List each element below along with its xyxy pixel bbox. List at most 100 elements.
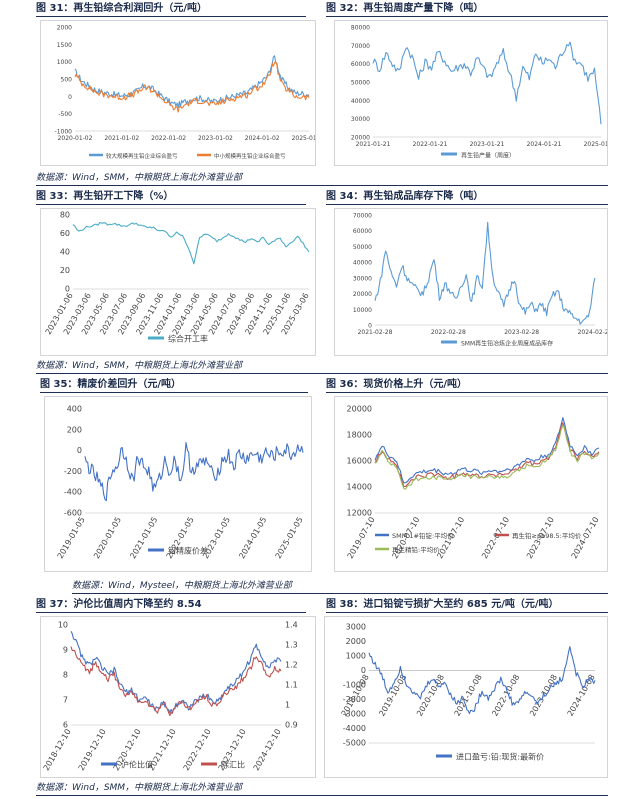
- chart-caption: 图 33：再生铅开工下降（%）: [36, 190, 306, 205]
- y-tick-label: -500: [58, 111, 72, 118]
- y-tick-label: 7: [63, 696, 68, 705]
- source-note: 数据源：Wind，SMM，中粮期货上海北外滩营业部: [36, 782, 608, 796]
- chart-35: 400 200 0 -200 -400 -600 2019-01-05 2020-01-05 2…: [44, 396, 312, 572]
- legend-label: 进口盈亏:铅:现货:最新价: [456, 752, 544, 762]
- y-tick-label: 10000: [353, 307, 372, 314]
- y-tick-label: 3000: [346, 623, 366, 632]
- y-tick-label: 20000: [351, 135, 370, 142]
- y-tick-label: 20: [60, 266, 70, 275]
- y-tick-label: 1000: [57, 59, 72, 66]
- y-tick-label: 60000: [351, 61, 370, 68]
- x-tick-label: 2021-01-21: [356, 141, 391, 148]
- x-tick-label: 2021-01-05: [128, 516, 159, 561]
- legend-label: SMM再生铅冶炼企业周度成品库存: [461, 340, 553, 348]
- series-line: [74, 61, 310, 113]
- x-tick-label: 2023-01-02: [198, 135, 233, 142]
- y2-tick-label: 1.4: [285, 621, 298, 630]
- y-tick-label: -5000: [343, 739, 366, 748]
- chart-caption: 图 35：精废价差回升（元/吨）: [40, 378, 308, 393]
- x-tick-label: 2022-07-10: [480, 516, 511, 561]
- series-line: [374, 221, 596, 325]
- y2-tick-label: 0.9: [285, 721, 298, 730]
- y-tick-label: 20000: [353, 291, 372, 298]
- chart-36: 20000 18000 16000 14000 12000 2019-07-10 2020-…: [334, 396, 608, 572]
- chart-caption: 图 36：现货价格上升（元/吨）: [326, 378, 608, 393]
- y-tick-label: -400: [64, 488, 82, 497]
- x-tick-label: 2019-07-10: [346, 516, 377, 561]
- x-tick-label: 2019-12-10: [77, 728, 108, 773]
- series-line: [368, 646, 596, 715]
- legend-label: 铅精废价差: [168, 546, 208, 556]
- y2-tick-label: 1.1: [285, 681, 298, 690]
- y-tick-label: 500: [61, 77, 73, 84]
- source-note: 数据源：Wind，SMM，中粮期货上海北外滩营业部: [36, 360, 608, 374]
- y2-tick-label: 1: [285, 701, 290, 710]
- x-tick-label: 2023-02-28: [504, 329, 539, 336]
- y-tick-label: 18000: [347, 431, 372, 440]
- chart-37-svg: 10 9 8 7 6 1.4 1.3 1.2 1.1 1 0.9 2018-12-10 2019-12-…: [42, 621, 298, 773]
- x-tick-label: 2019-01-05: [56, 516, 87, 561]
- chart-33: 80 60 40 20 0 2023-01-06 2023-03-06 2023-05-06 2…: [40, 208, 316, 356]
- y-tick-label: 80000: [351, 25, 370, 32]
- x-tick-label: 2024-01-21: [527, 141, 562, 148]
- y-tick-label: 14000: [347, 483, 372, 492]
- y-tick-label: 50000: [353, 244, 372, 251]
- legend-label: SMM 1#铅锭:平均价: [392, 531, 454, 540]
- legend-label: 再生精铅:平均价: [392, 545, 440, 554]
- y-tick-label: 8: [63, 671, 68, 680]
- x-tick-label: 2019-10-08: [377, 673, 408, 718]
- legend-label: 综合开工率: [168, 334, 208, 344]
- chart-34-svg: 70000 60000 50000 40000 30000 20000 10000 02021…: [353, 213, 607, 348]
- source-note: 数据源：Wind，Mysteel，中粮期货上海北外滩营业部: [72, 580, 608, 594]
- chart-31: 2000 1500 1000 500 0 -500 -1000 2020-01-02 2021-…: [40, 20, 316, 166]
- y-tick-label: 16000: [347, 457, 372, 466]
- legend-label: 沪伦比值: [121, 760, 153, 770]
- y-tick-label: 30000: [351, 116, 370, 123]
- x-tick-label: 2021-01-02: [104, 135, 139, 142]
- x-tick-label: 2022-01-02: [151, 135, 186, 142]
- y-tick-label: 80: [60, 211, 70, 220]
- x-tick-label: 2023-01-21: [470, 141, 505, 148]
- y-tick-label: 40000: [351, 98, 370, 105]
- x-tick-label: 2024-12-10: [252, 728, 283, 773]
- chart-38-svg: 3000 2000 1000 0 -1000 -2000 -3000 -4000 -5000 20…: [340, 623, 597, 762]
- legend-label: 再生铅≥pb98.5:平均价: [512, 531, 582, 540]
- y-tick-label: 1000: [346, 652, 366, 661]
- y-tick-label: 2000: [346, 637, 366, 646]
- x-tick-label: 2022-12-10: [182, 728, 213, 773]
- chart-32: 80000 70000 60000 50000 40000 30000 20000 2021-…: [334, 20, 608, 166]
- y-tick-label: 2000: [57, 25, 72, 32]
- y-tick-label: 1500: [57, 42, 72, 49]
- x-tick-label: 2022-02-28: [431, 329, 466, 336]
- y-tick-label: 50000: [351, 80, 370, 87]
- source-note: 数据源：Wind，SMM，中粮期货上海北外滩营业部: [36, 172, 608, 186]
- x-tick-label: 2024-01-05: [237, 516, 268, 561]
- y-tick-label: 200: [67, 425, 82, 434]
- y-tick-label: -2000: [343, 695, 366, 704]
- x-tick-label: 2025-01-02: [292, 135, 315, 142]
- y-tick-label: -3000: [343, 710, 366, 719]
- x-tick-label: 2022-01-21: [413, 141, 448, 148]
- chart-caption: 图 32：再生铅周度产量下降（吨）: [326, 2, 608, 17]
- y-tick-label: -200: [64, 467, 82, 476]
- chart-37: 10 9 8 7 6 1.4 1.3 1.2 1.1 1 0.9 2018-12-10 2019-12-…: [40, 616, 316, 778]
- y-tick-label: 40: [60, 248, 70, 257]
- y-tick-label: 40000: [353, 260, 372, 267]
- x-tick-label: 2024-02-29: [578, 329, 607, 336]
- y-tick-label: 60000: [353, 228, 372, 235]
- y-tick-label: 9: [63, 646, 68, 655]
- y-tick-label: 0: [368, 323, 372, 330]
- legend-label: 较大规模再生铅企业综合盈亏: [106, 152, 178, 160]
- legend-label: 除汇比: [221, 760, 245, 770]
- y-tick-label: 70000: [353, 213, 372, 220]
- y-tick-label: 60: [60, 229, 70, 238]
- x-tick-label: 2018-12-10: [42, 728, 73, 773]
- y-tick-label: 0: [361, 666, 366, 675]
- y-tick-label: 0: [65, 285, 70, 294]
- y-tick-label: 0: [77, 446, 82, 455]
- y2-tick-label: 1.2: [285, 661, 298, 670]
- y-tick-label: 12000: [347, 509, 372, 518]
- y-tick-label: 20000: [347, 405, 372, 414]
